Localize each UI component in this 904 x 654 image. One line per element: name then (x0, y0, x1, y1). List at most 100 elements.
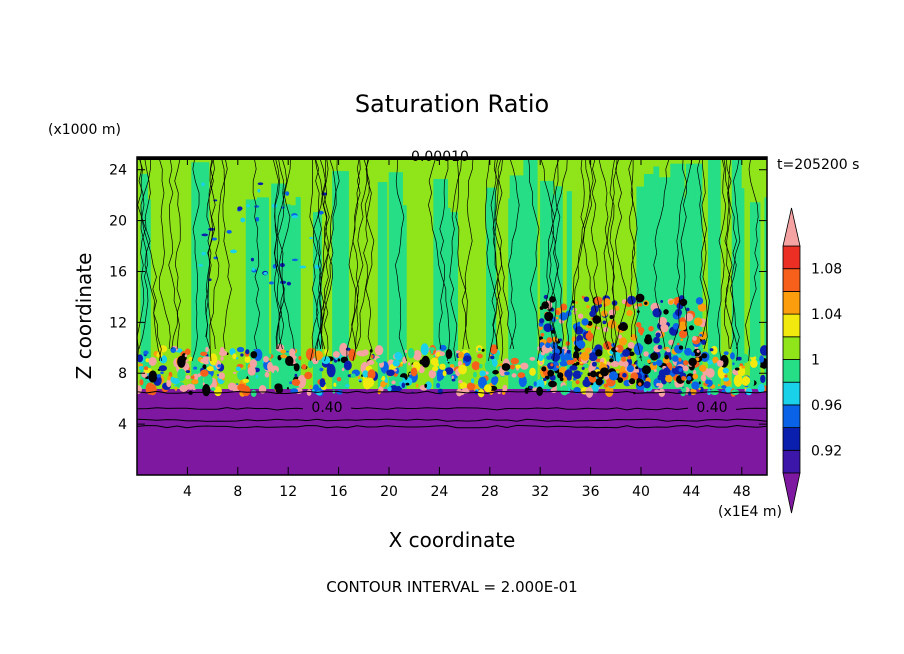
supersaturated-cell (584, 376, 589, 381)
supersaturated-cell (648, 325, 654, 332)
supersaturated-cell (541, 366, 547, 372)
supersaturated-cell (686, 375, 692, 381)
saturation-cell (449, 364, 455, 368)
saturation-cell (628, 351, 635, 357)
supersaturated-cell (615, 347, 619, 351)
saturation-cell (389, 385, 398, 393)
supersaturated-cell (609, 315, 614, 320)
saturation-cell (678, 357, 682, 362)
saturation-cell (319, 367, 324, 372)
supersaturated-cell (572, 370, 582, 379)
supersaturated-cell (546, 337, 553, 344)
supersaturated-cell (617, 377, 624, 383)
saturation-cell (712, 356, 719, 364)
colorbar-top-arrow (782, 207, 801, 247)
contour-line (696, 157, 710, 338)
saturation-streak (731, 158, 742, 394)
y-tick-label: 4 (118, 417, 127, 433)
saturation-cell (255, 374, 259, 379)
supersaturated-cell (581, 318, 589, 326)
supersaturated-cell (580, 351, 590, 361)
contour-line (717, 157, 727, 362)
supersaturated-cell (555, 310, 560, 315)
saturation-cell (439, 351, 445, 357)
supersaturated-cell (547, 369, 555, 377)
saturation-cell (341, 367, 345, 372)
contour-label: 0.40 (311, 400, 342, 416)
supersaturated-cell (636, 378, 641, 383)
x-axis: 4 8 12 16 20 24 28 32 36 40 44 48 (183, 157, 751, 500)
saturation-cell (333, 382, 337, 387)
supersaturated-cell (655, 332, 661, 338)
saturation-cell (321, 356, 331, 365)
saturation-cell (520, 362, 529, 370)
supersaturated-cell (628, 378, 636, 385)
saturation-cell (699, 386, 704, 393)
saturation-cell (253, 348, 263, 362)
saturation-cell (367, 369, 376, 380)
contour-line (311, 157, 327, 350)
contour-line (144, 157, 163, 362)
saturation-cell (148, 384, 157, 396)
saturation-cell (192, 387, 196, 391)
saturation-cell (560, 385, 569, 396)
saturation-cell (177, 368, 186, 382)
saturation-cell (285, 355, 294, 367)
saturation-cell (677, 354, 681, 357)
saturation-cell (477, 376, 487, 389)
colorbar-band (782, 290, 801, 315)
saturation-cell (291, 215, 298, 219)
supersaturated-cell (627, 355, 632, 360)
saturation-cell (171, 378, 181, 385)
saturation-cell (715, 362, 718, 366)
saturation-cell (546, 355, 552, 360)
supersaturated-cell (653, 369, 657, 372)
supersaturated-cell (544, 311, 554, 321)
supersaturated-cell (688, 325, 695, 331)
contour-line (191, 157, 200, 362)
saturation-cell (380, 381, 386, 388)
contour-line (527, 157, 540, 362)
saturation-cell (201, 252, 206, 256)
contour-line (606, 157, 619, 362)
saturation-cell (137, 354, 144, 363)
saturation-cell (721, 385, 727, 389)
contour-line (168, 157, 178, 350)
saturation-cell (255, 216, 260, 222)
supersaturated-cell (597, 326, 600, 330)
saturation-cell (407, 362, 411, 366)
supersaturated-cell (686, 379, 691, 385)
saturation-cell (233, 371, 237, 374)
colorbar-band (782, 359, 801, 383)
supersaturated-cell (650, 352, 659, 361)
saturation-cell (706, 368, 715, 378)
x-tick-label: 16 (330, 484, 348, 500)
supersaturated-cell (579, 371, 583, 375)
saturation-cell (451, 358, 458, 363)
supersaturated-cell (665, 374, 673, 383)
x-tick-label: 32 (531, 484, 549, 500)
supersaturated-cell (662, 367, 671, 376)
contour-line (549, 157, 568, 362)
saturation-cell (284, 191, 290, 196)
saturation-cell (689, 388, 697, 396)
x-tick-label: 24 (430, 484, 448, 500)
saturation-cell (201, 182, 205, 187)
saturation-cell (267, 361, 274, 372)
saturation-cell (205, 346, 209, 353)
contour-line (610, 157, 628, 362)
contour-line (274, 157, 291, 350)
saturation-cell (251, 267, 256, 272)
saturation-cell (220, 356, 224, 361)
saturation-cell (644, 374, 648, 378)
saturation-cell (759, 345, 767, 356)
saturation-cell (470, 378, 475, 384)
supersaturated-cell (585, 332, 594, 341)
x-tick-label: 20 (380, 484, 398, 500)
saturation-cell (717, 383, 720, 387)
contour-line (598, 157, 610, 350)
saturation-cell (232, 353, 237, 360)
supersaturated-cell (643, 351, 649, 357)
saturation-cell (656, 382, 661, 387)
saturation-cell (559, 360, 569, 367)
